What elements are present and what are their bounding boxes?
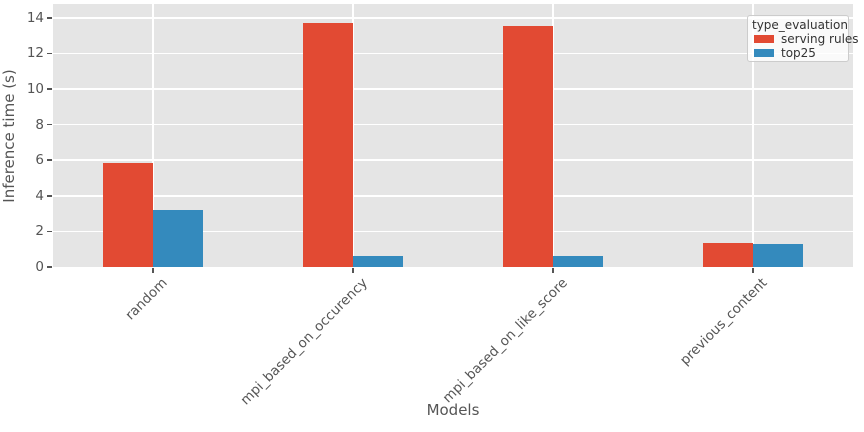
y-tick-mark-0 <box>47 266 52 268</box>
y-tick-mark-2 <box>47 230 52 233</box>
legend-swatch-top25 <box>754 49 774 57</box>
y-tick-label-0: 0 <box>35 259 44 275</box>
x-tick-label-random: random <box>121 275 171 324</box>
x-tick-label-mpi-based-on-occurency: mpi_based_on_occurency <box>237 275 371 409</box>
y-tick-mark-10 <box>47 88 52 90</box>
gridline-y-8 <box>53 123 853 126</box>
y-tick-mark-8 <box>47 123 52 126</box>
y-tick-label-4: 4 <box>35 187 44 204</box>
legend-label-serving-rules: serving rules <box>781 32 859 46</box>
x-tick-label-mpi-based-on-like-score: mpi_based_on_like_score <box>439 275 571 407</box>
bar-top25-random <box>153 210 203 267</box>
legend-items: serving rules top25 <box>752 32 859 60</box>
gridline-x-mpi-based-on-occurency <box>352 4 354 267</box>
y-tick-label-8: 8 <box>35 116 44 133</box>
x-axis-label: Models <box>426 401 480 419</box>
x-tick-mark-mpi-based-on-occurency <box>352 268 354 273</box>
bar-serving-rules-mpi-based-on-like-score <box>503 25 553 267</box>
y-tick-mark-6 <box>47 159 52 161</box>
gridline-x-random <box>152 4 154 267</box>
gridline-y-10 <box>53 88 853 90</box>
x-tick-mark-mpi-based-on-like-score <box>552 268 554 273</box>
gridline-y-2 <box>53 230 853 233</box>
y-tick-mark-12 <box>47 52 52 55</box>
gridline-y-12 <box>53 52 853 55</box>
bar-serving-rules-mpi-based-on-occurency <box>303 23 353 267</box>
plot-area <box>53 4 853 267</box>
legend-item-top25: top25 <box>752 46 844 60</box>
y-tick-label-10: 10 <box>26 81 44 97</box>
gridline-y-4 <box>53 195 853 197</box>
x-tick-mark-random <box>152 268 154 273</box>
legend-item-serving-rules: serving rules <box>752 32 859 46</box>
x-tick-label-previous-content: previous_content <box>676 275 771 369</box>
y-tick-label-12: 12 <box>26 45 44 62</box>
y-tick-mark-4 <box>47 195 52 197</box>
gridline-y-6 <box>53 159 853 161</box>
gridline-x-previous-content <box>752 4 754 267</box>
bar-top25-mpi-based-on-occurency <box>353 256 403 267</box>
legend: type_evaluation serving rules top25 <box>747 15 859 62</box>
bar-top25-previous-content <box>753 243 803 267</box>
bar-serving-rules-random <box>103 162 153 267</box>
x-tick-mark-previous-content <box>752 268 754 273</box>
y-tick-mark-14 <box>47 17 52 19</box>
legend-title: type_evaluation <box>752 18 848 32</box>
bar-serving-rules-previous-content <box>703 242 753 267</box>
y-tick-label-14: 14 <box>26 9 44 26</box>
y-tick-label-2: 2 <box>35 223 44 240</box>
gridline-y-14 <box>53 17 853 19</box>
y-tick-label-6: 6 <box>35 152 44 169</box>
legend-label-top25: top25 <box>781 46 816 60</box>
gridline-x-mpi-based-on-like-score <box>552 4 554 267</box>
bar-top25-mpi-based-on-like-score <box>553 256 603 267</box>
legend-swatch-serving-rules <box>754 35 774 43</box>
